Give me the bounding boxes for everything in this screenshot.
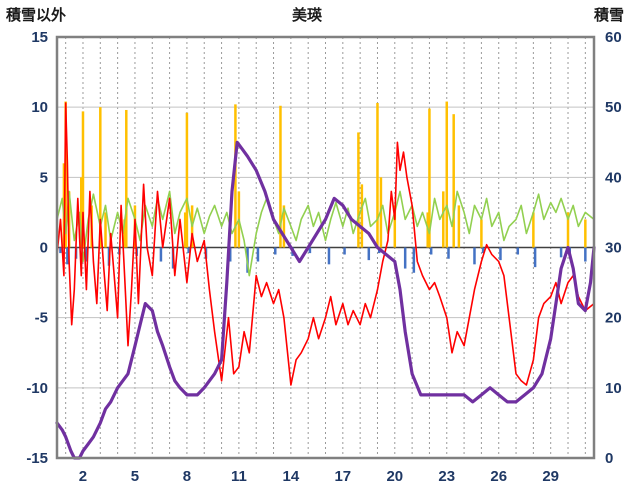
blue-bars-bar — [85, 247, 88, 262]
x-axis-tick: 2 — [79, 468, 87, 485]
x-axis-tick: 29 — [542, 468, 559, 485]
right-axis-tick: 40 — [605, 169, 622, 186]
chart-title: 美瑛 — [292, 6, 323, 24]
red-line — [56, 102, 595, 386]
orange-bars-bar — [584, 219, 587, 248]
blue-bars-bar — [412, 247, 416, 273]
plot-border — [55, 35, 596, 460]
left-axis-tick: -15 — [26, 450, 48, 467]
right-axis-tick: 20 — [605, 310, 622, 327]
green-line — [56, 190, 595, 277]
blue-bars-bar — [343, 247, 346, 255]
blue-bars-bar — [403, 247, 407, 269]
x-axis-tick: 26 — [490, 468, 507, 485]
blue-bars-bar — [256, 247, 260, 262]
x-axis-tick: 17 — [334, 468, 351, 485]
right-axis-title: 積雪 — [593, 6, 624, 24]
blue-bars-bar — [429, 247, 433, 255]
right-axis-tick: 30 — [605, 240, 622, 257]
orange-bars-bar — [123, 219, 126, 248]
left-axis-tick: -5 — [35, 310, 48, 327]
left-axis-tick: 5 — [40, 169, 48, 186]
orange-bars-bar — [81, 111, 85, 248]
orange-bars-bar — [428, 108, 431, 248]
orange-bars-bar — [125, 109, 128, 248]
orange-bars-bar — [376, 102, 379, 248]
x-axis-tick: 14 — [283, 468, 300, 485]
x-axis-tick: 11 — [231, 468, 247, 485]
blue-bars-bar — [367, 247, 371, 261]
x-axis-tick: 5 — [131, 468, 139, 485]
orange-bars-bar — [442, 191, 445, 248]
series-green-line — [56, 190, 595, 277]
blue-bars-bar — [516, 247, 520, 255]
right-axis-tick: 50 — [605, 99, 622, 116]
series-blue-bars — [59, 247, 587, 273]
blue-bars-bar — [447, 247, 450, 259]
x-axis-tick: 23 — [438, 468, 455, 485]
orange-bars-bar — [457, 205, 461, 248]
blue-bars-bar — [59, 247, 62, 254]
orange-bars-bar — [445, 101, 449, 248]
orange-bars-bar — [452, 114, 455, 248]
left-axis-tick: 15 — [31, 29, 48, 46]
right-axis-tick: 0 — [605, 450, 613, 467]
orange-bars-bar — [357, 132, 360, 248]
data-series — [55, 101, 596, 460]
blue-bars-bar — [533, 247, 537, 268]
blue-bars-bar — [559, 247, 563, 258]
purple-line — [55, 140, 596, 460]
orange-bars-bar — [234, 104, 237, 248]
right-axis-tick: 60 — [605, 29, 622, 46]
blue-bars-bar — [327, 247, 331, 265]
left-axis-title: 積雪以外 — [5, 6, 66, 24]
orange-bars-bar — [393, 205, 397, 248]
blue-bars-bar — [473, 247, 476, 265]
series-purple-line — [55, 140, 596, 460]
orange-bars-bar — [80, 177, 83, 248]
blue-bars-bar — [308, 247, 312, 254]
orange-bars-bar — [185, 112, 189, 248]
orange-bars-bar — [282, 205, 286, 248]
orange-bars-bar — [183, 212, 187, 248]
blue-bars-bar — [274, 247, 277, 255]
orange-bars-bar — [480, 219, 483, 248]
left-axis-tick: -10 — [26, 380, 48, 397]
blue-bars-bar — [481, 247, 485, 254]
series-red-line — [56, 102, 595, 386]
blue-bars-bar — [584, 247, 587, 262]
orange-bars-bar — [104, 212, 107, 248]
left-axis-tick: 0 — [40, 240, 48, 257]
x-axis-tick: 8 — [183, 468, 191, 485]
blue-bars-bar — [159, 247, 163, 262]
orange-bars-bar — [360, 184, 364, 248]
orange-bars-bar — [99, 107, 102, 248]
blue-bars-bar — [228, 247, 232, 262]
orange-bars-bar — [279, 105, 282, 248]
blue-bars-bar — [187, 247, 190, 254]
orange-bars-bar — [566, 212, 570, 248]
left-axis-tick: 10 — [31, 99, 48, 116]
blue-bars-bar — [499, 247, 502, 261]
x-axis-tick: 20 — [386, 468, 403, 485]
blue-bars-bar — [66, 247, 69, 265]
right-axis-tick: 10 — [605, 380, 622, 397]
orange-bars-bar — [532, 212, 535, 248]
